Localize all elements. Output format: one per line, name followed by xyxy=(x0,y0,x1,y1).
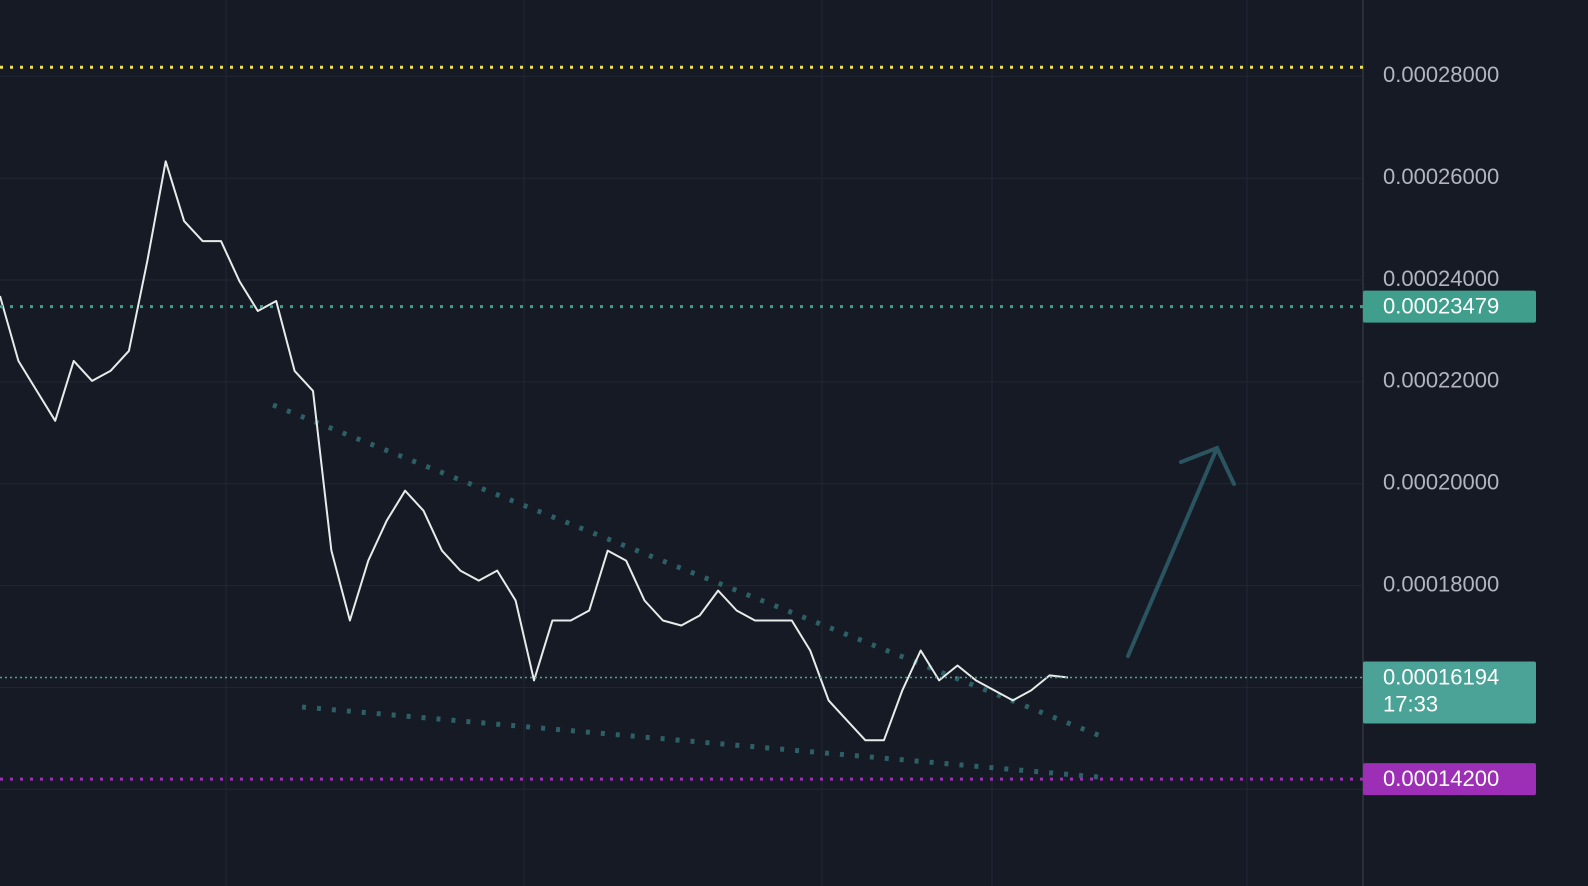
price-tag-label: 0.00016194 xyxy=(1383,664,1499,689)
y-tick-label: 0.00022000 xyxy=(1383,368,1499,393)
plot xyxy=(0,65,1363,781)
price-tag-label: 0.00014200 xyxy=(1383,766,1499,791)
price-tag xyxy=(1363,661,1536,724)
price-tag xyxy=(1363,290,1536,323)
price-tag xyxy=(1363,763,1536,796)
y-tick-label: 0.00020000 xyxy=(1383,470,1499,495)
y-tick-label: 0.00028000 xyxy=(1383,62,1499,87)
vertical-grid xyxy=(225,0,1248,886)
grid xyxy=(0,75,1363,790)
y-tick-label: 0.00024000 xyxy=(1383,266,1499,291)
countdown: 17:33 xyxy=(1383,691,1438,716)
y-tick-label: 0.00026000 xyxy=(1383,164,1499,189)
price-tag-label: 0.00023479 xyxy=(1383,293,1499,318)
price-line xyxy=(0,160,1069,742)
y-tick-label: 0.00018000 xyxy=(1383,571,1499,596)
y-axis: 0.000140000.000160000.000180000.00020000… xyxy=(1363,62,1536,800)
arrow xyxy=(1126,445,1236,658)
